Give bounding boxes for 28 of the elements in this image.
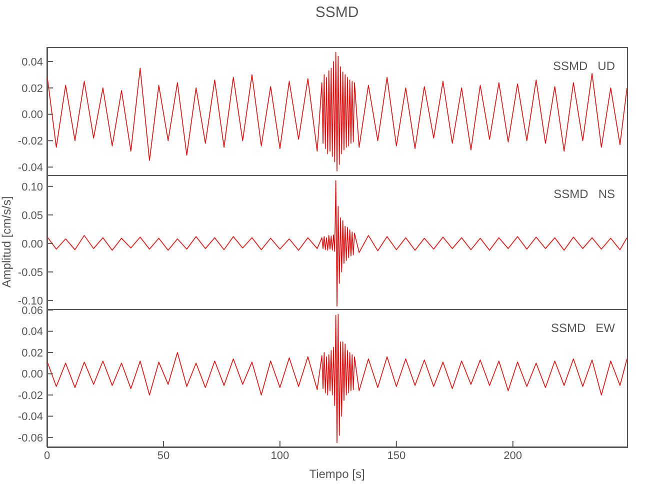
x-axis-title: Tiempo [s] (308, 467, 366, 481)
y-tick-label: -0.04 (18, 411, 43, 424)
y-tick-label: 0.06 (22, 304, 43, 317)
y-axis-title: Amplitud [cm/s/s] (0, 196, 14, 288)
y-tick-label: -0.06 (18, 432, 43, 444)
y-tick-label: 0.05 (22, 210, 43, 222)
y-tick-label: -0.10 (18, 295, 43, 308)
y-tick-label: 0.00 (22, 109, 43, 122)
x-tick-label: 100 (270, 450, 290, 462)
y-tick-label: 0.00 (22, 238, 43, 250)
y-tick-label: 0.10 (22, 181, 43, 194)
x-tick-label: 50 (157, 450, 170, 462)
x-tick-label: 150 (387, 450, 406, 462)
y-tick-label: -0.02 (18, 390, 43, 402)
y-tick-label: -0.04 (18, 162, 43, 174)
y-tick-label: 0.00 (22, 368, 43, 381)
y-tick-label: 0.04 (22, 326, 43, 338)
y-tick-label: 0.02 (22, 82, 43, 95)
annotation: SSMD UD (552, 59, 615, 73)
y-tick-label: -0.05 (18, 266, 43, 279)
annotation: SSMD NS (554, 187, 615, 201)
y-tick-label: 0.02 (22, 347, 43, 360)
x-tick-label: 0 (44, 450, 50, 462)
y-tick-label: 0.04 (22, 56, 43, 68)
x-tick-label: 200 (504, 450, 522, 462)
chart-title: SSMD (314, 4, 360, 21)
y-tick-label: -0.02 (18, 136, 43, 148)
annotation: SSMD EW (550, 321, 615, 335)
